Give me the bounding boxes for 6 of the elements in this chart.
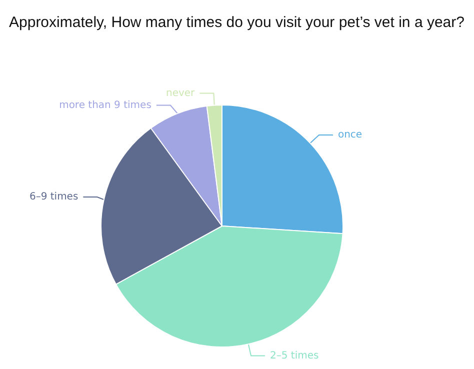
- slice-label: more than 9 times: [59, 100, 152, 111]
- slice-label: 6–9 times: [29, 191, 78, 202]
- slice-label: 2–5 times: [270, 350, 319, 362]
- slice-label: once: [338, 129, 362, 140]
- chart-title: Approximately, How many times do you visit your pet’s vet in a year?: [9, 14, 464, 31]
- slice-label: never: [166, 88, 196, 99]
